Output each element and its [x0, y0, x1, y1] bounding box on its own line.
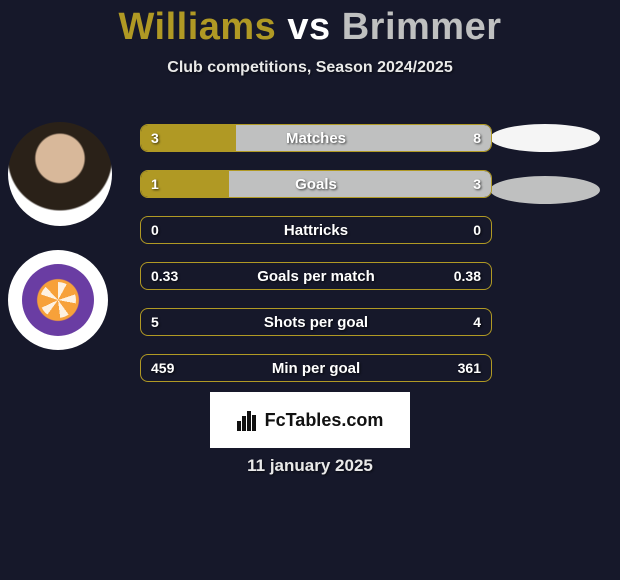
stat-label: Shots per goal — [141, 309, 491, 335]
brand-badge[interactable]: FcTables.com — [210, 392, 410, 448]
stat-label: Goals — [141, 171, 491, 197]
brand-logo-icon — [237, 409, 259, 431]
club-logo — [8, 250, 108, 350]
stat-label: Hattricks — [141, 217, 491, 243]
footer-date: 11 january 2025 — [0, 456, 620, 476]
player1-name: Williams — [118, 6, 276, 48]
stat-row: 5 Shots per goal 4 — [140, 308, 492, 336]
stat-row: 1 Goals 3 — [140, 170, 492, 198]
decor-ellipse-1 — [490, 124, 600, 152]
brand-text: FcTables.com — [265, 410, 384, 431]
page-title: Williams vs Brimmer — [0, 0, 620, 49]
stat-value-right: 0 — [473, 217, 481, 243]
stat-row: 0 Hattricks 0 — [140, 216, 492, 244]
stat-row: 3 Matches 8 — [140, 124, 492, 152]
stat-label: Min per goal — [141, 355, 491, 381]
stat-value-right: 4 — [473, 309, 481, 335]
stat-row: 0.33 Goals per match 0.38 — [140, 262, 492, 290]
stat-value-right: 8 — [473, 125, 481, 151]
stats-container: 3 Matches 8 1 Goals 3 0 Hattricks 0 0.33… — [140, 124, 492, 400]
decor-ellipse-2 — [490, 176, 600, 204]
club-logo-inner — [22, 264, 94, 336]
stat-value-right: 0.38 — [454, 263, 481, 289]
subtitle: Club competitions, Season 2024/2025 — [0, 59, 620, 77]
stat-label: Goals per match — [141, 263, 491, 289]
player2-name: Brimmer — [342, 6, 502, 48]
stat-value-right: 361 — [458, 355, 481, 381]
stat-value-right: 3 — [473, 171, 481, 197]
stat-label: Matches — [141, 125, 491, 151]
vs-text: vs — [287, 6, 330, 48]
stat-row: 459 Min per goal 361 — [140, 354, 492, 382]
player-avatar — [8, 122, 112, 226]
